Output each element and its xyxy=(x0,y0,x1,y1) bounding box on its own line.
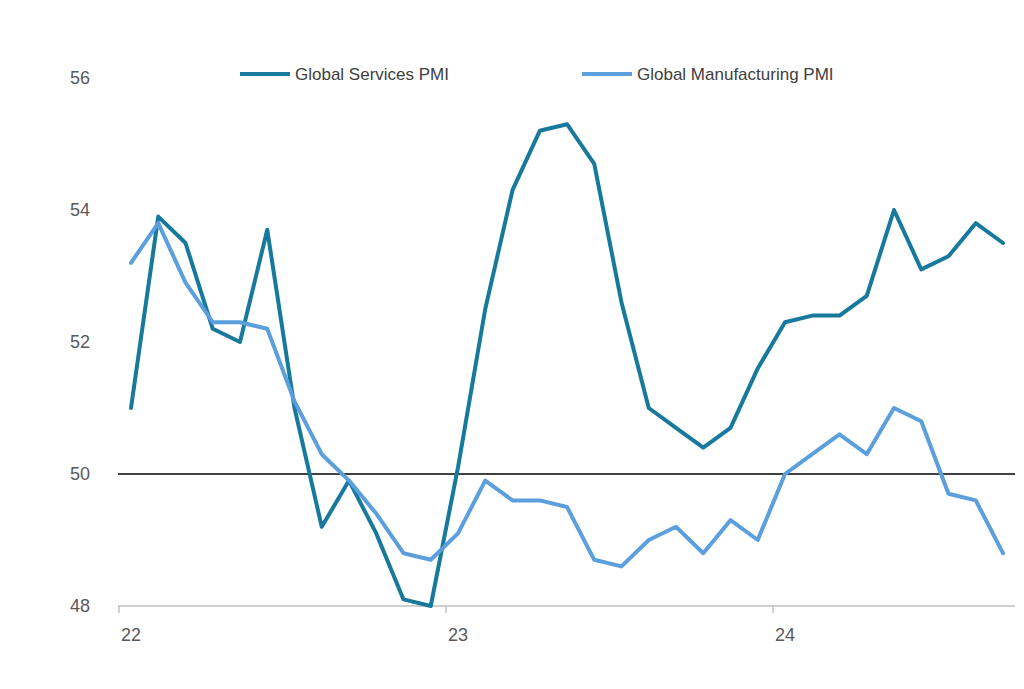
y-tick-label: 48 xyxy=(70,596,90,616)
series-line xyxy=(131,223,1003,566)
reference-line xyxy=(118,473,1015,475)
plot-area xyxy=(131,124,1003,606)
chart-container: 48 50 52 54 56 22 23 24 Global Services PMI Globa… xyxy=(0,0,1024,689)
y-tick-label: 54 xyxy=(70,200,90,220)
y-tick-label: 50 xyxy=(70,464,90,484)
legend-label: Global Services PMI xyxy=(295,65,449,84)
y-tick-label: 52 xyxy=(70,332,90,352)
y-tick-label: 56 xyxy=(70,68,90,88)
legend-swatch xyxy=(240,72,290,76)
legend-swatch xyxy=(582,72,632,76)
x-axis-line xyxy=(118,605,1015,607)
series-line xyxy=(131,124,1003,606)
legend-label: Global Manufacturing PMI xyxy=(637,65,834,84)
chart: 48 50 52 54 56 22 23 24 Global Services PMI Globa… xyxy=(0,0,1024,689)
x-tick-label: 22 xyxy=(121,625,141,645)
x-tick-label: 23 xyxy=(448,625,468,645)
x-tick xyxy=(118,606,120,613)
x-tick xyxy=(772,606,774,613)
x-tick xyxy=(445,606,447,613)
x-tick-label: 24 xyxy=(775,625,795,645)
